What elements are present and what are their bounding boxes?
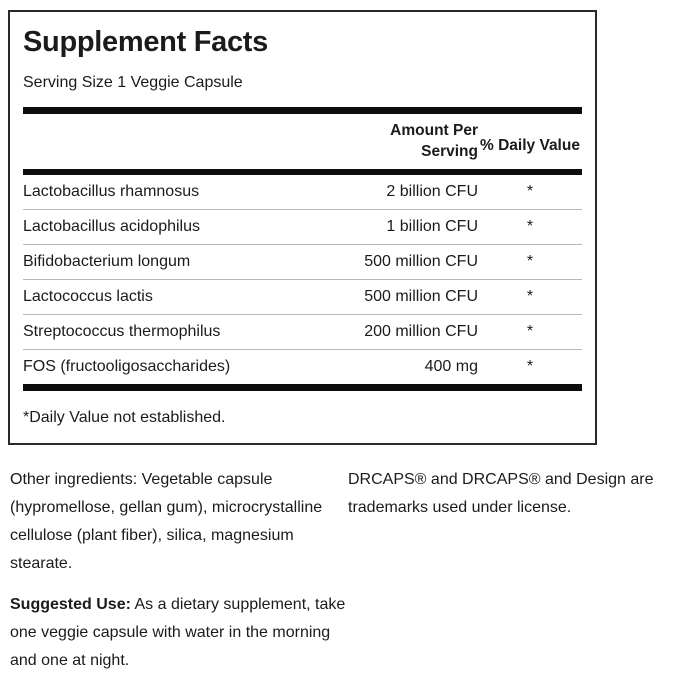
suggested-use-text: Suggested Use: As a dietary supplement, … xyxy=(10,591,352,675)
supplement-facts-panel: Supplement Facts Serving Size 1 Veggie C… xyxy=(8,10,597,445)
ingredient-name: Lactobacillus rhamnosus xyxy=(23,183,200,200)
serving-size: Serving Size 1 Veggie Capsule xyxy=(23,74,243,91)
table-row: Streptococcus thermophilus 200 million C… xyxy=(23,315,582,350)
table-row: Lactococcus lactis 500 million CFU * xyxy=(23,280,582,315)
other-ingredients-section: Other ingredients: Vegetable capsule (hy… xyxy=(10,466,344,578)
ingredient-rows: Lactobacillus rhamnosus 2 billion CFU * … xyxy=(23,175,582,384)
amount-per-serving-header: Amount Per Serving xyxy=(390,122,478,160)
table-header: Amount Per Serving % Daily Value xyxy=(23,114,582,169)
daily-value-header: % Daily Value xyxy=(480,136,580,154)
suggested-use-section: Suggested Use: As a dietary supplement, … xyxy=(10,591,352,675)
suggested-use-label: Suggested Use: xyxy=(10,596,131,613)
ingredient-daily-value: * xyxy=(526,358,534,375)
divider-thick-top xyxy=(23,107,582,114)
ingredient-daily-value: * xyxy=(526,253,534,270)
ingredient-amount: 200 million CFU xyxy=(364,323,478,340)
divider-thick-header xyxy=(23,169,582,175)
ingredient-daily-value: * xyxy=(526,183,534,200)
ingredient-amount: 500 million CFU xyxy=(364,253,478,270)
ingredient-amount: 2 billion CFU xyxy=(386,183,478,200)
ingredient-name: Lactococcus lactis xyxy=(23,288,153,305)
table-row: FOS (fructooligosaccharides) 400 mg * xyxy=(23,350,582,384)
ingredient-amount: 1 billion CFU xyxy=(386,218,478,235)
daily-value-footnote: *Daily Value not established. xyxy=(23,409,226,426)
ingredient-name: FOS (fructooligosaccharides) xyxy=(23,358,231,375)
ingredient-daily-value: * xyxy=(526,323,534,340)
ingredient-name: Lactobacillus acidophilus xyxy=(23,218,200,235)
table-row: Bifidobacterium longum 500 million CFU * xyxy=(23,245,582,280)
trademark-section: DRCAPS® and DRCAPS® and Design are trade… xyxy=(348,466,672,522)
ingredient-daily-value: * xyxy=(526,288,534,305)
ingredient-daily-value: * xyxy=(526,218,534,235)
trademark-text: DRCAPS® and DRCAPS® and Design are trade… xyxy=(348,471,654,516)
panel-title: Supplement Facts xyxy=(23,26,268,58)
ingredient-amount: 500 million CFU xyxy=(364,288,478,305)
ingredient-name: Bifidobacterium longum xyxy=(23,253,191,270)
suggested-use-body: As a dietary supplement, take one veggie… xyxy=(10,596,346,669)
table-row: Lactobacillus acidophilus 1 billion CFU … xyxy=(23,210,582,245)
other-ingredients-text: Other ingredients: Vegetable capsule (hy… xyxy=(10,471,323,572)
ingredient-amount: 400 mg xyxy=(424,358,478,375)
ingredient-name: Streptococcus thermophilus xyxy=(23,323,221,340)
table-row: Lactobacillus rhamnosus 2 billion CFU * xyxy=(23,175,582,210)
divider-thick-bottom xyxy=(23,384,582,391)
